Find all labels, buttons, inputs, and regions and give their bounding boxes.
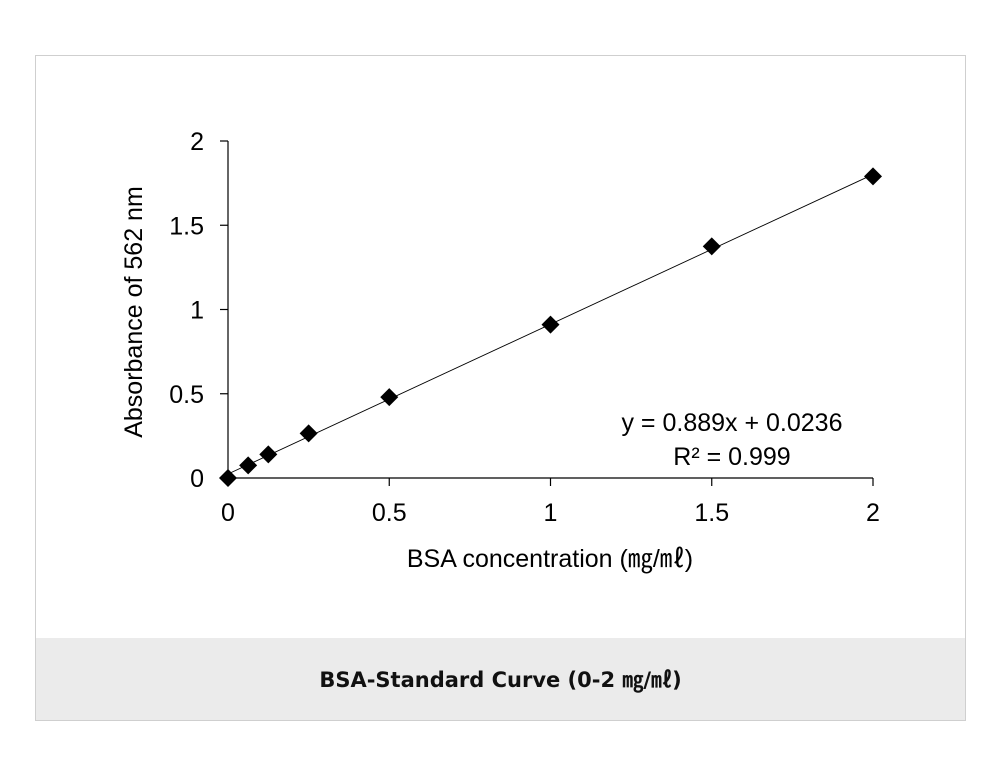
data-point [702,237,721,256]
trendline-equation: y = 0.889x + 0.0236 [621,409,842,437]
y-tick-label: 1 [190,297,204,325]
figure-frame: 0 0.5 1 1.5 2 0 0.5 1 1.5 2 BSA concentration (㎎… [35,55,966,721]
data-point [380,388,399,407]
x-tick-label: 1.5 [694,499,729,527]
data-point [219,469,237,487]
x-axis-title: BSA concentration (㎎/㎖) [407,545,693,574]
figure-caption: BSA-Standard Curve (0-2 ㎎/㎖) [319,668,682,692]
x-tick-label: 2 [866,499,880,527]
y-ticks: 0 0.5 1 1.5 2 [169,128,228,493]
standard-curve-chart: 0 0.5 1 1.5 2 0 0.5 1 1.5 2 BSA concentration (㎎… [120,128,882,574]
data-point [239,456,258,475]
r-squared-label: R² = 0.999 [673,443,790,471]
data-points [219,167,882,487]
data-point [259,445,278,464]
x-ticks: 0 0.5 1 1.5 2 [221,478,880,527]
y-tick-label: 0.5 [169,381,204,409]
y-tick-label: 2 [190,128,204,156]
data-point [864,167,882,186]
caption-bar: BSA-Standard Curve (0-2 ㎎/㎖) [36,638,965,720]
data-point [541,315,560,334]
y-tick-label: 1.5 [169,212,204,240]
data-point [299,424,318,443]
y-tick-label: 0 [190,465,204,493]
x-tick-label: 1 [544,499,558,527]
x-tick-label: 0.5 [372,499,407,527]
x-tick-label: 0 [221,499,235,527]
y-axis-title: Absorbance of 562 nm [120,186,148,438]
